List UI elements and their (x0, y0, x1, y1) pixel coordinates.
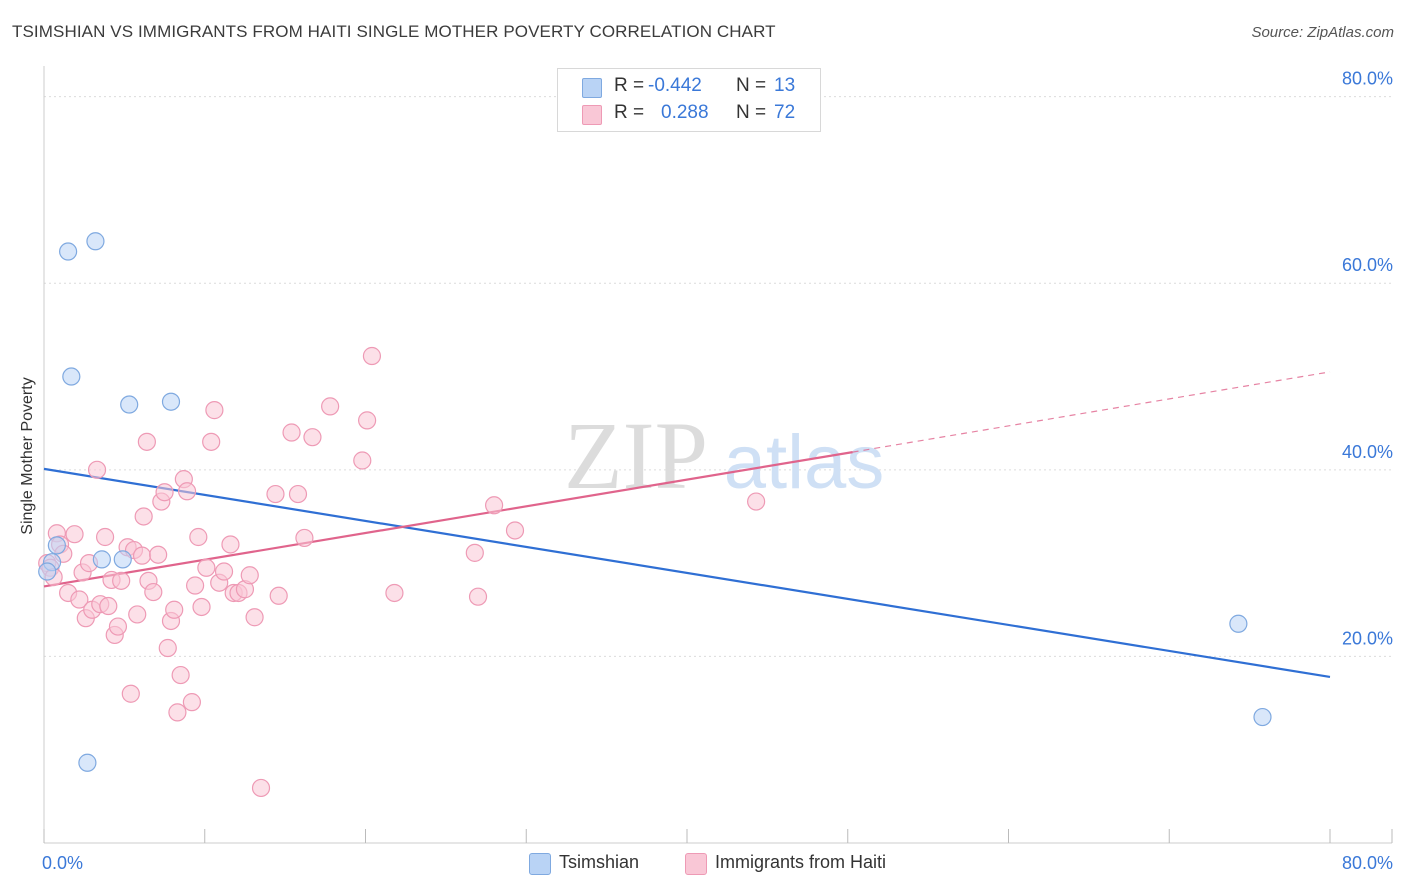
data-point-haiti (128, 605, 147, 624)
data-point-haiti (295, 528, 314, 548)
data-point-haiti (485, 496, 504, 515)
data-point-haiti (353, 451, 372, 470)
data-point-tsimshian (1229, 614, 1248, 633)
data-point-haiti (177, 482, 197, 501)
bottom-legend-label: Tsimshian (559, 852, 640, 872)
data-point-tsimshian (62, 367, 81, 386)
legend-n-label: N = (736, 102, 767, 123)
data-point-haiti (468, 587, 488, 606)
data-point-haiti (186, 576, 205, 595)
legend-n-value: 13 (774, 75, 796, 96)
data-point-haiti (245, 608, 264, 627)
data-point-haiti (465, 543, 484, 562)
trend-line-haiti (43, 451, 853, 588)
y-tick-label: 80.0% (1342, 69, 1393, 89)
data-point-haiti (202, 432, 221, 451)
data-point-haiti (134, 507, 153, 526)
data-point-haiti (385, 583, 404, 603)
data-point-haiti (132, 546, 152, 565)
legend-r-label: R = (614, 102, 645, 123)
legend-swatch-haiti (582, 105, 602, 125)
watermark: ZIP atlas (564, 402, 884, 509)
data-point-haiti (158, 638, 177, 658)
data-point-haiti (197, 558, 216, 577)
trend-line-tsimshian (43, 467, 1331, 679)
bottom-legend-swatch-tsimshian (529, 853, 551, 875)
data-point-haiti (149, 545, 168, 564)
data-point-haiti (266, 484, 285, 504)
bottom-legend-label: Immigrants from Haiti (715, 852, 887, 872)
watermark-atlas: atlas (724, 420, 885, 505)
axis-layer (43, 66, 1393, 844)
data-point-haiti (144, 582, 163, 602)
data-point-haiti (505, 521, 525, 540)
data-point-tsimshian (38, 562, 57, 581)
data-point-haiti (747, 492, 766, 511)
data-point-haiti (137, 432, 156, 451)
legend-n-value: 72 (774, 102, 796, 123)
y-tick-label: 40.0% (1342, 442, 1393, 462)
data-point-haiti (251, 778, 271, 798)
data-point-haiti (95, 527, 115, 547)
watermark-zip: ZIP (564, 402, 708, 509)
x-tick-label: 0.0% (42, 853, 83, 873)
legend-r-value: 0.288 (661, 102, 709, 123)
data-point-haiti (321, 397, 340, 416)
y-axis-label: Single Mother Poverty (19, 377, 36, 535)
data-point-haiti (168, 703, 187, 722)
data-point-tsimshian (86, 232, 105, 251)
data-point-tsimshian (113, 550, 132, 569)
data-point-tsimshian (1253, 707, 1272, 727)
data-point-tsimshian (59, 242, 78, 261)
data-point-tsimshian (161, 392, 181, 411)
stats-legend: R = -0.442 N = 13 R = 0.288 N = 72 (557, 68, 821, 132)
data-point-tsimshian (120, 395, 139, 414)
data-point-tsimshian (78, 753, 97, 772)
bottom-legend-swatch-haiti (685, 853, 707, 875)
data-point-haiti (155, 483, 174, 502)
data-point-haiti (65, 525, 84, 544)
data-point-haiti (121, 684, 140, 703)
tick-label-layer: 20.0% 40.0% 60.0% 80.0% 0.0% 80.0% (42, 69, 1393, 873)
data-point-haiti (221, 535, 240, 554)
data-point-haiti (70, 590, 89, 609)
legend-r-label: R = (614, 75, 645, 96)
legend-swatch-tsimshian (582, 78, 602, 98)
data-point-haiti (303, 428, 322, 447)
data-point-haiti (288, 484, 308, 504)
y-tick-label: 20.0% (1342, 628, 1393, 648)
data-point-haiti (171, 665, 190, 685)
data-point-haiti (189, 527, 208, 547)
data-point-haiti (182, 693, 201, 712)
source-label: Source: ZipAtlas.com (1251, 24, 1394, 41)
data-point-haiti (112, 571, 131, 590)
y-tick-label: 60.0% (1342, 255, 1393, 275)
data-point-haiti (362, 346, 382, 366)
data-point-haiti (282, 423, 301, 442)
points-layer (38, 232, 1272, 798)
data-point-tsimshian (92, 550, 111, 569)
data-point-haiti (108, 617, 128, 636)
legend-r-value: -0.442 (648, 75, 702, 96)
data-point-haiti (87, 460, 107, 479)
trend-layer (43, 371, 1331, 679)
x-tick-label: 80.0% (1342, 853, 1393, 873)
data-point-haiti (205, 401, 224, 420)
chart-title: TSIMSHIAN VS IMMIGRANTS FROM HAITI SINGL… (12, 22, 776, 41)
trend-line-extension-haiti (852, 371, 1331, 453)
data-point-haiti (214, 562, 234, 581)
data-point-tsimshian (47, 536, 66, 555)
data-point-haiti (99, 596, 118, 616)
data-point-haiti (358, 411, 377, 430)
data-point-haiti (192, 597, 211, 617)
data-point-haiti (269, 586, 288, 605)
legend-n-label: N = (736, 75, 767, 96)
data-point-haiti (240, 566, 259, 585)
data-point-haiti (165, 600, 184, 619)
